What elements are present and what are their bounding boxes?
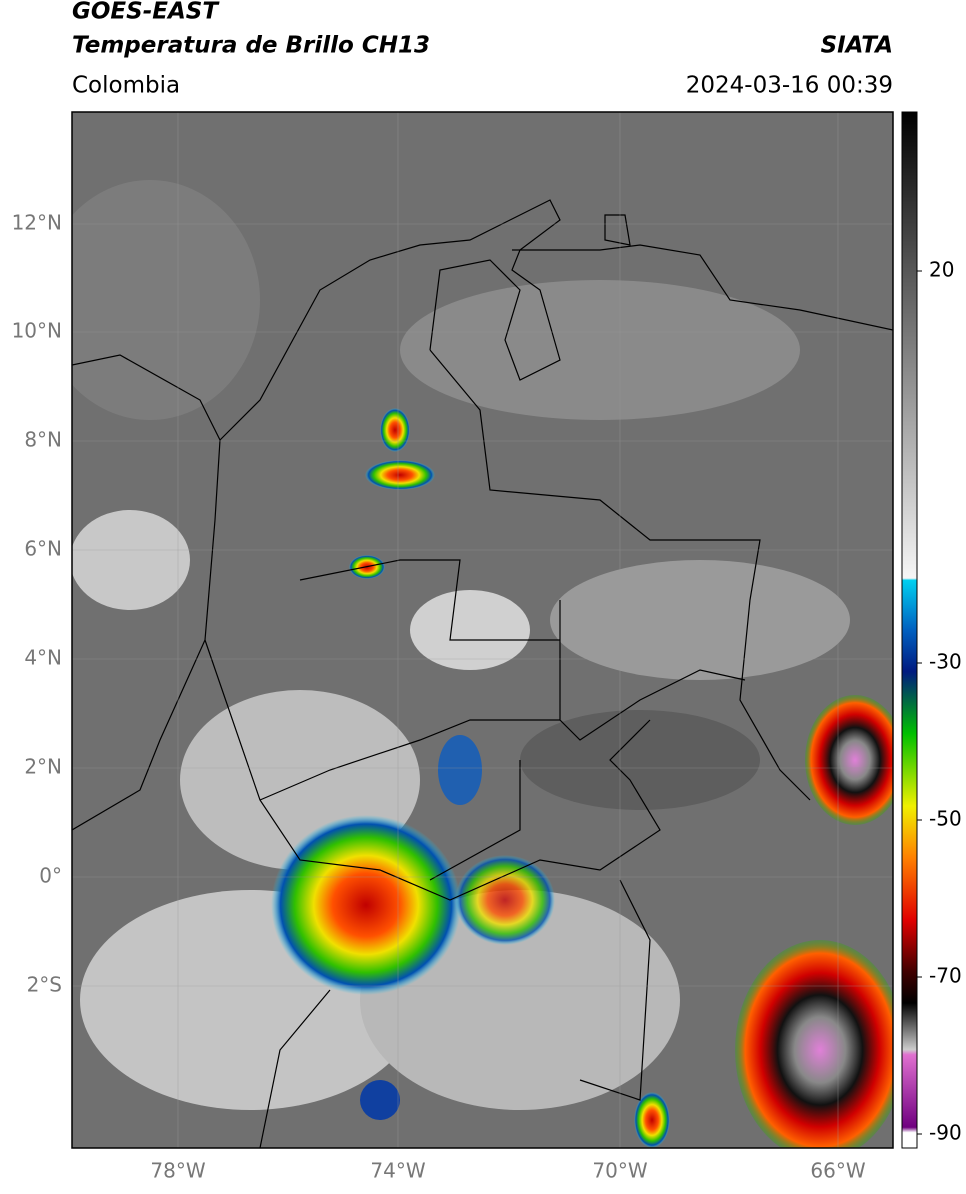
colorbar-label: -90 [929, 1121, 962, 1145]
datetime: 2024-03-16 00:39 [686, 73, 893, 99]
region: Colombia [72, 73, 180, 99]
lat-label: 2°N [24, 755, 62, 779]
map-frame [71, 111, 894, 1149]
lon-label: 70°W [592, 1159, 647, 1183]
lon-label: 78°W [150, 1159, 205, 1183]
lat-label: 6°N [24, 537, 62, 561]
lat-label: 4°N [24, 646, 62, 670]
colorbar-label: -30 [929, 650, 962, 674]
colorbar-label: -50 [929, 807, 962, 831]
colorbar [901, 111, 918, 1149]
title: GOES-EAST [72, 0, 220, 25]
lat-label: 8°N [24, 428, 62, 452]
lat-label: 0° [39, 864, 62, 888]
source: SIATA [821, 33, 893, 59]
lat-label: 12°N [12, 211, 62, 235]
subtitle: Temperatura de Brillo CH13 [72, 33, 430, 59]
colorbar-label: -70 [929, 964, 962, 988]
satellite-image [72, 112, 893, 1148]
lat-label: 10°N [12, 319, 62, 343]
lon-label: 74°W [370, 1159, 425, 1183]
colorbar-label: 20 [929, 258, 954, 282]
lon-label: 66°W [810, 1159, 865, 1183]
lat-label: 2°S [27, 973, 62, 997]
